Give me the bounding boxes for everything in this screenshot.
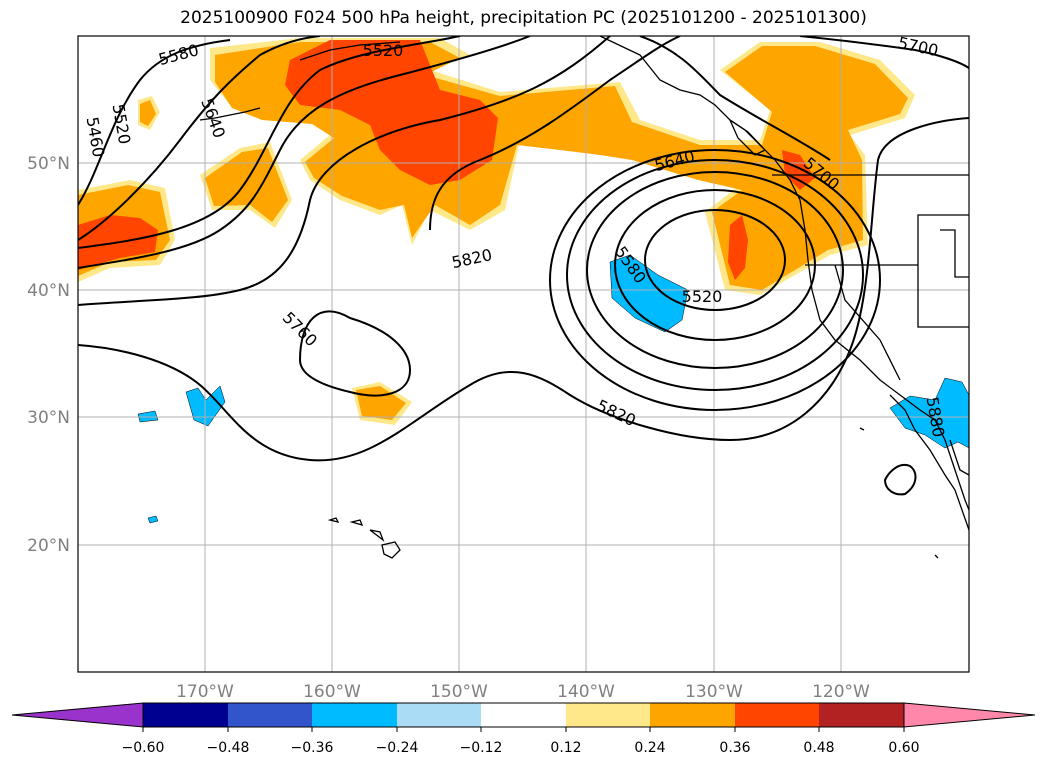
contour-label: 5520: [363, 41, 404, 60]
colorbar-swatch: [312, 703, 397, 727]
lat-label: 20°N: [27, 536, 70, 556]
hawaii-islands: [327, 517, 401, 559]
longitude-labels: 170°W 160°W 150°W 140°W 130°W 120°W: [176, 682, 870, 702]
colorbar-swatch: [566, 703, 650, 727]
colorbar-tick-label: −0.24: [376, 740, 419, 756]
colorbar-tick-label: −0.36: [291, 740, 334, 756]
colorbar-frame: [142, 702, 905, 728]
colorbar-tick-label: −0.60: [122, 740, 165, 756]
colorbar-swatch: [819, 703, 904, 727]
colorbar-swatch: [735, 703, 819, 727]
baja-peninsula: [889, 394, 969, 531]
contour-label: 5520: [682, 287, 723, 306]
lat-label: 30°N: [27, 408, 70, 428]
colorbar-tick-label: 0.60: [888, 740, 919, 756]
height-contours: [78, 36, 969, 496]
guadalupe-island: [859, 427, 939, 559]
lon-label: 160°W: [303, 682, 361, 702]
colorbar-tick-label: 0.12: [550, 740, 581, 756]
lon-label: 130°W: [685, 682, 743, 702]
colorbar-extend-right: [903, 702, 1036, 728]
colorbar-swatch: [650, 703, 735, 727]
colorbar-tick-label: −0.48: [207, 740, 250, 756]
colorbar-swatch: [143, 703, 228, 727]
map-frame: [77, 35, 970, 673]
lat-label: 40°N: [27, 281, 70, 301]
colorbar-swatch: [481, 703, 566, 727]
colorbar-extend-left: [11, 702, 144, 728]
graticule: [78, 36, 969, 672]
colorbar-ticks: [142, 727, 905, 732]
north-america-coast: [599, 36, 969, 511]
lat-label: 50°N: [27, 154, 70, 174]
lon-label: 170°W: [176, 682, 234, 702]
colorbar-tick-label: 0.48: [803, 740, 834, 756]
colorbar: −0.60 −0.48 −0.36 −0.24 −0.12 0.12 0.24 …: [11, 702, 1036, 756]
colorbar-swatch: [397, 703, 481, 727]
vancouver-island: [728, 118, 767, 156]
latitude-labels: 50°N 40°N 30°N 20°N: [27, 154, 70, 556]
alaska-islands: [199, 41, 401, 121]
colorbar-tick-label: −0.12: [460, 740, 503, 756]
colorbar-tick-label: 0.36: [719, 740, 750, 756]
lon-label: 140°W: [557, 682, 615, 702]
colorbar-tick-labels: −0.60 −0.48 −0.36 −0.24 −0.12 0.12 0.24 …: [122, 740, 920, 756]
lon-label: 120°W: [812, 682, 870, 702]
chart-title: 2025100900 F024 500 hPa height, precipit…: [180, 8, 867, 28]
colorbar-tick-label: 0.24: [634, 740, 665, 756]
colorbar-swatch: [228, 703, 312, 727]
state-borders: [805, 214, 969, 381]
lon-label: 150°W: [430, 682, 488, 702]
coastlines: [199, 36, 969, 559]
